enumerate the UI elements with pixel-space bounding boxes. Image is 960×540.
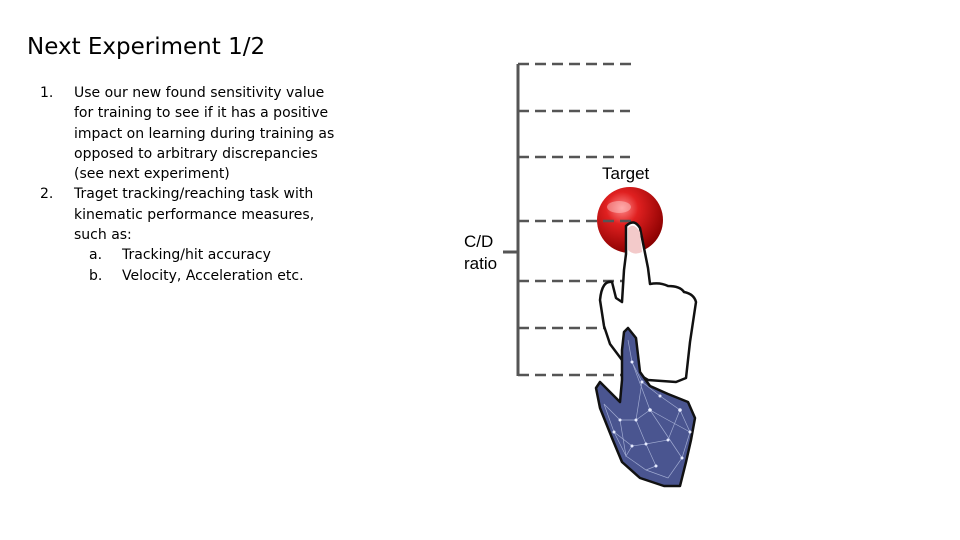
- cd-ratio-label-line2: ratio: [464, 254, 497, 273]
- sub-item-text: Velocity, Acceleration etc.: [122, 267, 304, 284]
- list-marker: 2.: [40, 186, 54, 203]
- sub-marker: a.: [89, 247, 103, 264]
- list-marker: 1.: [40, 85, 54, 101]
- sub-marker: b.: [89, 267, 103, 284]
- target-label: Target: [602, 164, 650, 183]
- sub-item-b: b. Velocity, Acceleration etc.: [40, 266, 340, 286]
- bullet-list: 1. Use our new found sensitivity value f…: [40, 83, 340, 286]
- list-item-1: 1. Use our new found sensitivity value f…: [40, 83, 340, 184]
- list-item-text: Use our new found sensitivity value for …: [74, 85, 335, 183]
- list-item-2: 2. Traget tracking/reaching task with ki…: [40, 184, 340, 245]
- cd-ratio-label-line1: C/D: [464, 232, 493, 251]
- scale-dashed-levels: [518, 62, 634, 377]
- virtual-hand-body: [594, 326, 697, 488]
- sub-item-text: Tracking/hit accuracy: [122, 247, 271, 264]
- hand-network-nodes: [612, 360, 692, 468]
- list-item-text: Traget tracking/reaching task with kinem…: [74, 186, 315, 244]
- fingertip-on-target: [628, 225, 642, 254]
- sub-item-a: a. Tracking/hit accuracy: [40, 245, 340, 265]
- sphere-highlight: [607, 201, 631, 213]
- slide-title: Next Experiment 1/2: [27, 34, 266, 60]
- virtual-network-hand-icon: [594, 326, 697, 488]
